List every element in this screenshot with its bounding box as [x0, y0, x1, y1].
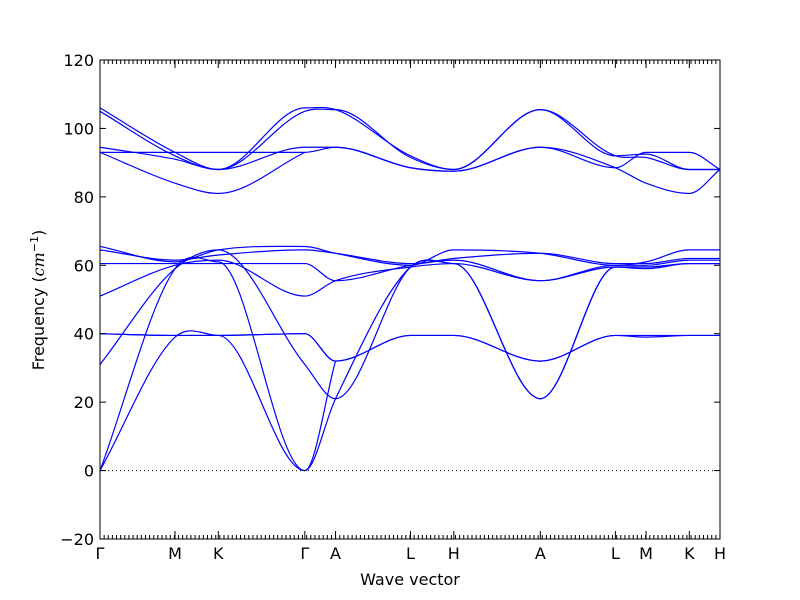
dispersion-branch-5 [99, 151, 306, 195]
y-axis-unit-exponent: −1 [28, 236, 41, 252]
x-tick-label-8: A [535, 544, 546, 563]
axis-ticks [99, 59, 721, 540]
y-tick-label: 80 [74, 188, 94, 207]
dispersion-branch-12 [99, 333, 720, 362]
x-tick-label-9: L [611, 544, 620, 563]
x-tick-label-12: H [714, 544, 726, 563]
x-tick-label-10: M [639, 544, 653, 563]
y-tick-label: 100 [63, 119, 94, 138]
dispersion-branch-14 [99, 330, 337, 472]
dispersion-branch-9 [99, 259, 720, 297]
x-tick-label-1: Γ [96, 544, 105, 563]
y-tick-label: 40 [74, 325, 94, 344]
y-axis-title-text: Frequency [29, 288, 48, 371]
x-tick-label-2: M [168, 544, 182, 563]
x-tick-label-4: Γ [300, 544, 309, 563]
dispersion-branch-2 [99, 108, 720, 171]
dispersion-branch-10 [99, 249, 720, 400]
x-tick-label-3: K [213, 544, 224, 563]
x-tick-label-7: H [448, 544, 460, 563]
dispersion-branch-13 [99, 333, 720, 362]
y-tick-label: −20 [60, 530, 94, 549]
y-tick-labels: −20 0 20 40 60 80 100 120 [60, 51, 94, 549]
y-tick-label: 120 [63, 51, 94, 70]
x-tick-label-5: A [330, 544, 341, 563]
x-tick-label-6: L [406, 544, 415, 563]
dispersion-branch-1 [99, 106, 720, 171]
y-tick-label: 60 [74, 256, 94, 275]
y-axis-title: Frequency (cm−1) [28, 230, 49, 371]
plot-frame [99, 59, 721, 540]
x-tick-label-11: K [684, 544, 695, 563]
x-axis-title: Wave vector [360, 570, 460, 589]
dispersion-branch-11 [99, 256, 720, 472]
dispersion-curves [99, 106, 721, 472]
dispersion-branch-8 [100, 259, 720, 282]
y-axis-unit: cm [29, 252, 48, 276]
y-tick-label: 0 [84, 462, 94, 481]
dispersion-branch-4 [100, 146, 721, 195]
y-tick-label: 20 [74, 393, 94, 412]
